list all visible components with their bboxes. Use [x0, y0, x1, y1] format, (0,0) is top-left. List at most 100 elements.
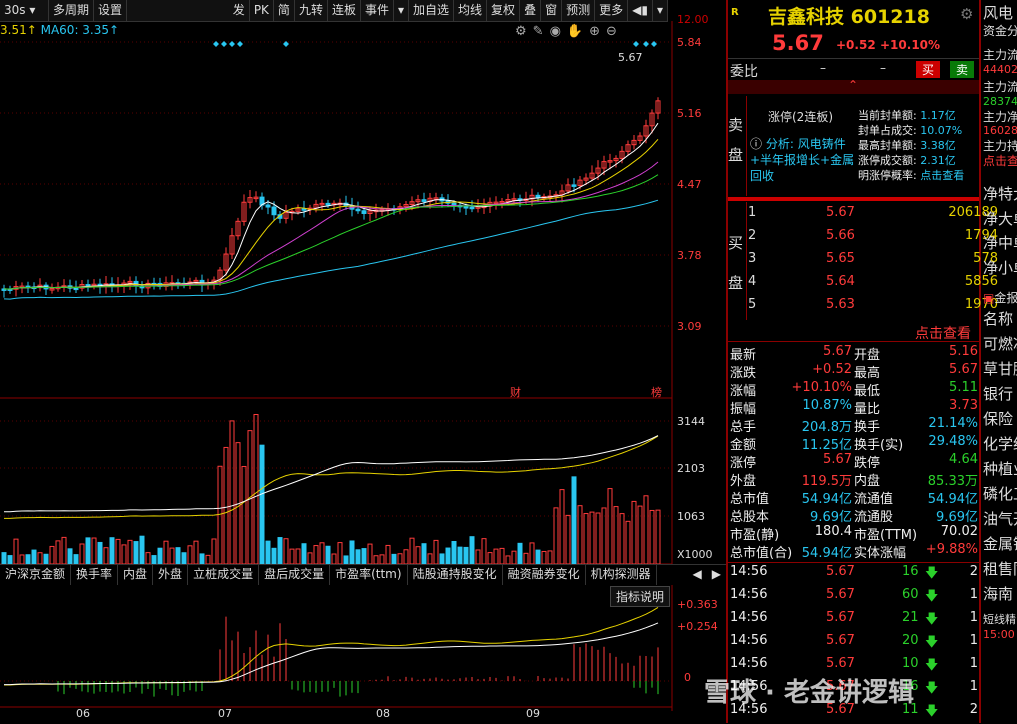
tab-scroll-right-icon[interactable]: ▶ [711, 567, 721, 581]
seal-key: 封单占成交: [858, 124, 917, 137]
tab-amount[interactable]: 沪深京金额 [0, 565, 72, 585]
quote-row: 总手 204.8万 换手 21.14% [730, 416, 980, 435]
down-arrow-icon: 🡇 [925, 612, 939, 627]
fr-list-item[interactable]: 化学纤 [983, 435, 1017, 453]
volume-bar [487, 552, 493, 565]
fr-list-item[interactable]: 名称 [983, 310, 1014, 328]
tick-count: 1 [969, 679, 978, 694]
buy-level-row[interactable]: 5 5.63 1970 [748, 297, 998, 315]
volume-bar [547, 550, 553, 565]
tab-outer[interactable]: 外盘 [153, 565, 189, 585]
event-diamond-icon [237, 41, 243, 47]
tab-after-hours[interactable]: 盘后成交量 [259, 565, 331, 585]
finance-marker[interactable]: 财 [510, 386, 521, 399]
volume-axis-2: 2103 [677, 462, 705, 475]
quote-table: 最新 5.67 开盘 5.16 涨跌 +0.52 最高 5.67 涨幅 +10.10% 最低 5.11… [730, 344, 980, 561]
settings-button[interactable]: 设置 [94, 0, 128, 21]
pk-button[interactable]: PK [250, 0, 274, 21]
tab-scroll-left-icon[interactable]: ◀ [692, 567, 702, 581]
gear-icon[interactable]: ⚙ [515, 24, 533, 39]
buy-level-row[interactable]: 1 5.67 206189 [748, 205, 998, 223]
fr-list-item[interactable]: 银行 [983, 385, 1014, 403]
fr-gold[interactable]: ▣金报 [983, 289, 1017, 306]
buy-button[interactable]: 买 [916, 61, 941, 78]
more-button[interactable]: 更多 [595, 0, 629, 21]
eye-icon[interactable]: ◉ [549, 24, 567, 39]
fr-list-item[interactable]: 海南 [983, 585, 1014, 603]
collapse-bar[interactable]: ⌃ [728, 78, 979, 94]
probability-link[interactable]: 点击查看 [920, 169, 965, 182]
event-button[interactable]: 事件 [361, 0, 394, 21]
quote-value: 85.33万 [927, 474, 978, 489]
buy-level-row[interactable]: 4 5.64 5856 [748, 274, 998, 292]
candle-body [409, 201, 415, 206]
ma-button[interactable]: 均线 [454, 0, 488, 21]
hand-icon[interactable]: ✋ [566, 24, 590, 39]
buy-level-row[interactable]: 3 5.65 578 [748, 251, 998, 269]
quote-label: 内盘 [854, 474, 881, 489]
tab-margin[interactable]: 融资融券变化 [503, 565, 586, 585]
ma60-line [3, 199, 659, 300]
kline-chart[interactable] [0, 21, 726, 711]
nine-turn-button[interactable]: 九转 [295, 0, 328, 21]
pen-icon[interactable]: ✎ [532, 24, 550, 39]
zoom-out-icon[interactable]: ⊖ [606, 24, 623, 39]
tick-count: 2 [969, 564, 978, 579]
dropdown-arrow-icon[interactable]: ▾ [394, 0, 410, 21]
fr-flow-link[interactable]: 点击查 [983, 154, 1017, 168]
forecast-button[interactable]: 预测 [562, 0, 596, 21]
multi-period-button[interactable]: 多周期 [49, 0, 95, 21]
fr-list-item[interactable]: 保险 [983, 410, 1014, 428]
tab-inner[interactable]: 内盘 [118, 565, 154, 585]
view-more-link[interactable]: 点击查看 [915, 326, 971, 342]
tab-pe[interactable]: 市盈率(ttm) [330, 565, 408, 585]
volume-bar [55, 540, 61, 565]
toolbar-dropdown-icon[interactable]: ▾ [653, 0, 668, 21]
fr-list-item[interactable]: 磷化工 [983, 485, 1017, 503]
fr-short[interactable]: 短线精 [983, 613, 1016, 626]
analysis-text[interactable]: ⓘ 分析: 风电铸件+半年报增长+金属回收 [750, 136, 855, 184]
tab-pile-volume[interactable]: 立桩成交量 [188, 565, 260, 585]
fa-button[interactable]: 发 [229, 0, 250, 21]
add-watchlist-button[interactable]: 加自选 [409, 0, 455, 21]
rank-marker[interactable]: 榜 [651, 386, 662, 399]
overlay-button[interactable]: 叠 [520, 0, 542, 21]
simple-button[interactable]: 简 [274, 0, 295, 21]
zoom-in-icon[interactable]: ⊕ [589, 24, 606, 39]
gear-icon[interactable]: ⚙ [960, 5, 974, 23]
fr-sub: 资金分 [983, 24, 1017, 38]
fr-top[interactable]: 风电 [983, 4, 1014, 22]
limit-board-button[interactable]: 连板 [328, 0, 361, 21]
volume-axis-3: 1063 [677, 510, 705, 523]
collapse-up-icon[interactable]: ⌃ [848, 78, 859, 92]
fr-list-item[interactable]: 种植业 [983, 460, 1017, 478]
tab-institution[interactable]: 机构探测器 [586, 565, 657, 585]
period-select[interactable]: 30s ▾ [0, 0, 49, 21]
buy-level-row[interactable]: 2 5.66 1794 [748, 228, 998, 246]
window-button[interactable]: 窗 [541, 0, 563, 21]
quote-row: 总市值 54.94亿 流通值 54.94亿 [730, 488, 980, 507]
indicator-help-button[interactable]: 指标说明 [610, 586, 671, 607]
volume-bar [145, 552, 151, 565]
quote-row: 金额 11.25亿 换手(实) 29.48% [730, 434, 980, 453]
candle-body [229, 235, 235, 255]
adjust-button[interactable]: 复权 [487, 0, 521, 21]
volume-bar [433, 539, 439, 565]
sell-button[interactable]: 卖 [950, 61, 975, 78]
fr-list-item[interactable]: 草甘膦 [983, 360, 1017, 378]
tab-turnover[interactable]: 换手率 [71, 565, 119, 585]
fr-list-item[interactable]: 可燃冰 [983, 335, 1017, 353]
fr-list-item[interactable]: 租售同 [983, 560, 1017, 578]
fr-list-item[interactable]: 油气开 [983, 510, 1017, 528]
volume-bar [103, 547, 109, 565]
tab-hk-connect[interactable]: 陆股通持股变化 [408, 565, 503, 585]
quote-value: 3.73 [949, 398, 978, 413]
collapse-icon[interactable]: ◀▮ [628, 0, 653, 21]
fr-list-item[interactable]: 金属镁 [983, 535, 1017, 553]
tick-volume: 21 [902, 610, 919, 625]
quote-label: 外盘 [730, 474, 757, 489]
tick-row: 14:56 5.67 11 🡇 2 [730, 702, 980, 720]
quote-label: 开盘 [854, 348, 881, 363]
volume-bar [367, 543, 373, 565]
volume-bar [241, 465, 247, 565]
